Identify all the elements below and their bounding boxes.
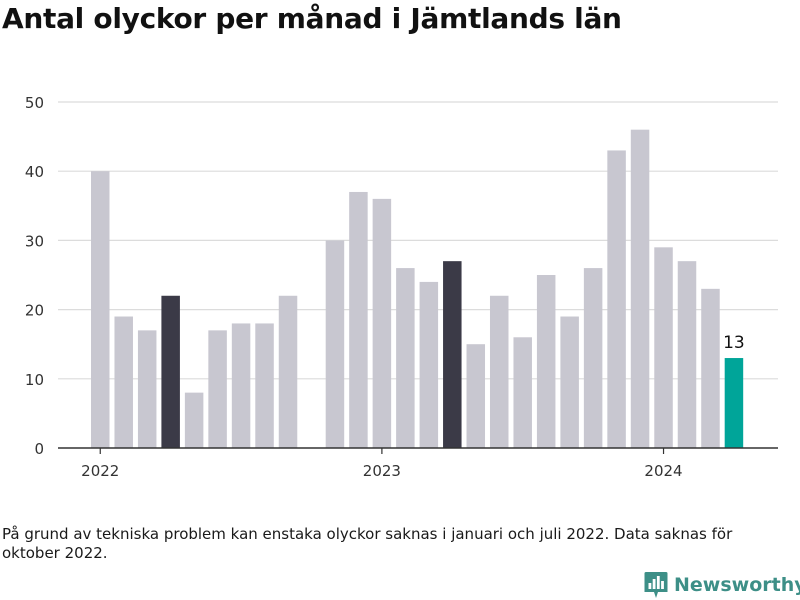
y-tick-label: 0 <box>34 440 44 458</box>
newsworthy-logo[interactable]: Newsworthy <box>644 570 800 600</box>
bar <box>372 198 392 448</box>
x-tick-label: 2024 <box>644 462 682 480</box>
x-axis-ticks: 2022 2023 2024 <box>81 448 683 480</box>
bar <box>231 323 251 448</box>
bar <box>91 171 110 448</box>
bar <box>466 344 486 448</box>
bar <box>278 295 298 448</box>
data-labels: 13 <box>723 333 745 353</box>
bar <box>560 316 579 448</box>
bar <box>184 392 204 448</box>
bar <box>583 268 603 448</box>
x-tick-label: 2023 <box>363 462 401 480</box>
bar <box>349 191 368 448</box>
bar <box>630 129 650 448</box>
bar <box>137 330 157 448</box>
bar <box>724 358 744 448</box>
bar <box>255 323 274 448</box>
chart-title: Antal olyckor per månad i Jämtlands län <box>2 2 622 35</box>
y-tick-label: 50 <box>25 94 44 112</box>
bar <box>489 295 509 448</box>
y-axis-ticks: 0 10 20 30 40 50 <box>25 94 44 458</box>
bar <box>513 337 532 448</box>
y-tick-label: 20 <box>25 302 44 320</box>
x-tick-label: 2022 <box>81 462 119 480</box>
bar <box>208 330 227 448</box>
bar <box>161 295 180 448</box>
y-tick-label: 40 <box>25 163 44 181</box>
bar <box>607 150 626 448</box>
y-tick-label: 10 <box>25 371 44 389</box>
bars <box>91 129 744 448</box>
data-label: 13 <box>723 333 745 353</box>
bar <box>325 240 345 448</box>
newsworthy-logo-icon <box>644 572 668 598</box>
bar <box>396 268 415 448</box>
bar <box>536 275 556 448</box>
bar <box>701 288 720 448</box>
bar <box>654 247 673 448</box>
bar <box>443 261 462 448</box>
bar <box>419 281 439 448</box>
bar <box>677 261 697 448</box>
bar <box>114 316 133 448</box>
bar-chart: 0 10 20 30 40 50 13 2022 2023 2024 <box>25 94 778 480</box>
footnote: På grund av tekniska problem kan enstaka… <box>2 525 733 562</box>
y-tick-label: 30 <box>25 232 44 250</box>
brand-name: Newsworthy <box>674 574 800 596</box>
